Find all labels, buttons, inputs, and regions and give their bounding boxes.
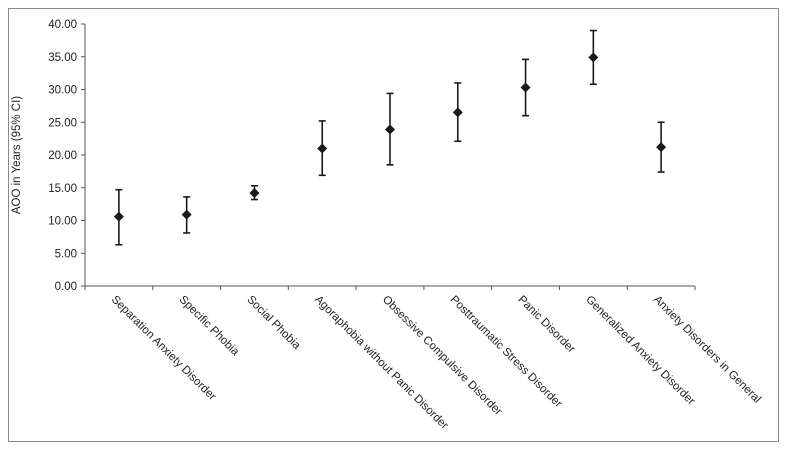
y-tick-label: 35.00 xyxy=(48,52,77,64)
y-tick-label: 10.00 xyxy=(48,216,77,228)
error-bars xyxy=(115,29,665,246)
data-points xyxy=(113,52,667,222)
data-point-diamond xyxy=(181,209,192,220)
data-point-diamond xyxy=(317,143,328,154)
y-tick-label: 5.00 xyxy=(55,248,77,260)
data-point-diamond xyxy=(656,142,667,153)
data-point-diamond xyxy=(520,82,531,93)
x-category-label: Posttraumatic Stress Disorder xyxy=(448,294,565,411)
data-point-diamond xyxy=(113,211,124,222)
x-category-label: Specific Phobia xyxy=(177,294,242,359)
x-category-label: Agoraphobia without Panic Disorder xyxy=(312,294,450,432)
x-category-label: Generalized Anxiety Disorder xyxy=(583,294,697,408)
y-tick-label: 15.00 xyxy=(48,183,77,195)
x-category-label: Panic Disorder xyxy=(515,294,577,356)
x-category-label: Obsessive Compulsive Disorder xyxy=(380,294,504,418)
x-ticks xyxy=(84,286,696,290)
y-tick-label: 0.00 xyxy=(55,281,77,293)
y-tick-label: 30.00 xyxy=(48,85,77,97)
data-point-diamond xyxy=(249,187,260,198)
x-category-label: Social Phobia xyxy=(244,294,303,353)
y-axis-label: AOO in Years (95% CI) xyxy=(11,96,23,214)
chart-frame xyxy=(8,8,779,442)
y-tick-label: 25.00 xyxy=(48,117,77,129)
data-point-diamond xyxy=(452,107,463,118)
data-point-diamond xyxy=(588,52,599,63)
data-point-diamond xyxy=(385,124,395,135)
y-tick-label: 40.00 xyxy=(48,19,77,31)
y-tick-label: 20.00 xyxy=(48,150,77,162)
x-category-label: Anxiety Disorders in General xyxy=(651,294,763,406)
y-ticks: 0.00 5.00 10.00 15.00 20.00 25.00 30.00 35.00 40… xyxy=(48,19,85,293)
